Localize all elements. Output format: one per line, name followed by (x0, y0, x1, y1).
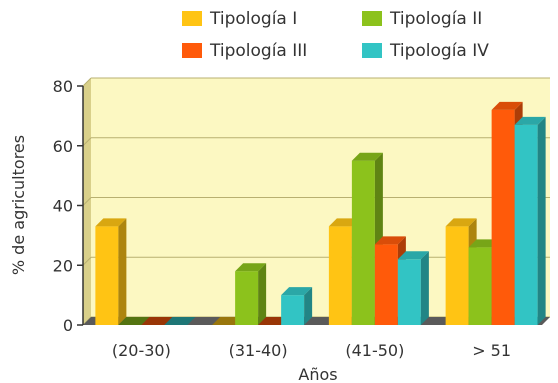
legend-item-2: Tipología II (362, 9, 482, 29)
y-tick-label: 0 (63, 316, 73, 335)
y-tick-label: 80 (53, 77, 73, 96)
bar-base (164, 317, 196, 325)
bar-front (397, 259, 421, 325)
bar-front (351, 160, 375, 325)
bar-top (397, 251, 429, 260)
bar-3-1 (141, 317, 173, 325)
bar-front (445, 226, 469, 325)
bar-1-1 (95, 218, 127, 325)
bar-front (514, 124, 538, 326)
legend-label: Tipología III (209, 41, 307, 61)
bar-top (95, 218, 127, 227)
plot-floor (83, 317, 550, 325)
bar-4-2 (281, 287, 313, 325)
gridline-slant (82, 137, 92, 147)
y-tick-label: 20 (53, 256, 73, 275)
bar-top (374, 236, 406, 245)
legend-label: Tipología I (209, 9, 297, 29)
x-tick-label: (41-50) (345, 341, 404, 360)
bars (95, 101, 546, 326)
legend-item-1: Tipología I (182, 9, 297, 29)
bar-top (491, 101, 523, 110)
gridline-slant (82, 256, 92, 266)
gridline-slant (82, 197, 92, 206)
bar-base (141, 317, 173, 325)
bar-side (118, 218, 127, 325)
legend-swatch (362, 11, 382, 26)
x-tick-label: > 51 (472, 341, 511, 360)
bar-top (281, 287, 313, 296)
bar-side (420, 251, 429, 325)
bar-side (258, 263, 267, 325)
x-axis: (20-30) (31-40) (41-50) > 51 (112, 341, 511, 360)
bar-2-2 (235, 263, 267, 325)
bar-front (328, 226, 352, 325)
y-axis-title: % de agricultores (9, 135, 28, 275)
bar-4-4 (514, 116, 546, 326)
bar-top (351, 152, 383, 161)
x-tick-label: (20-30) (112, 341, 171, 360)
legend-item-3: Tipología III (182, 41, 307, 61)
bar-4-1 (164, 317, 196, 325)
bar-top (514, 116, 546, 125)
bar-front (281, 295, 305, 325)
x-tick-label: (31-40) (229, 341, 288, 360)
bar-side (304, 287, 313, 325)
bar-front (95, 226, 119, 325)
legend-item-4: Tipología IV (362, 41, 489, 61)
y-tick-label: 40 (53, 197, 73, 216)
legend-label: Tipología II (389, 9, 482, 29)
legend: Tipología I Tipología II Tipología III Tipo… (182, 9, 489, 61)
bar-top (445, 218, 477, 227)
bar-front (235, 271, 259, 325)
bar-side (537, 116, 546, 326)
bar-front (491, 109, 515, 326)
bar-2-1 (118, 317, 150, 325)
legend-swatch (362, 43, 382, 58)
y-axis: 0 20 40 60 80 (53, 77, 84, 335)
bar-front (374, 244, 398, 325)
y-tick-label: 60 (53, 137, 73, 156)
gridline-slant (82, 77, 92, 87)
x-axis-title: Años (298, 365, 337, 383)
legend-swatch (182, 11, 202, 26)
bar-top (235, 263, 267, 272)
legend-swatch (182, 43, 202, 58)
legend-label: Tipología IV (389, 41, 489, 61)
bar-4-3 (397, 251, 429, 325)
bar-front (468, 247, 492, 325)
bar-base (118, 317, 150, 325)
